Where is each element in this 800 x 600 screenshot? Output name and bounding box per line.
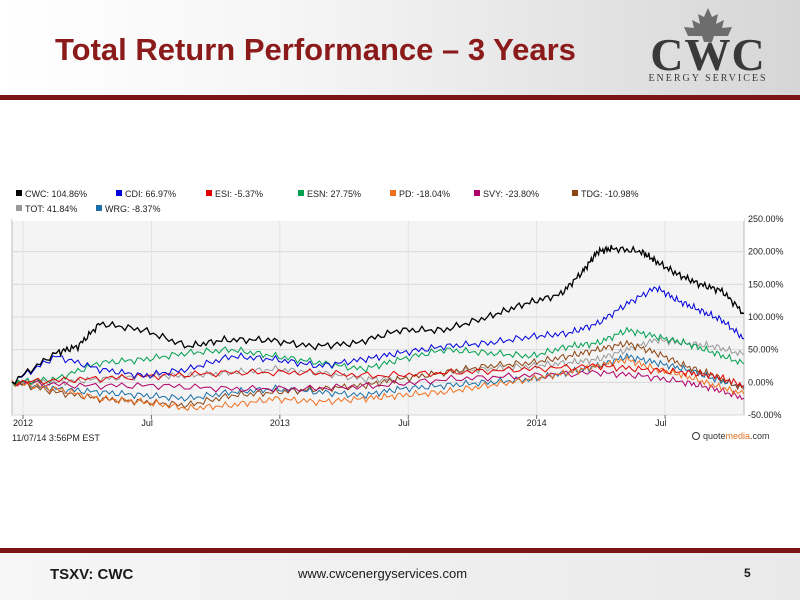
copyright-icon [692, 432, 700, 440]
source-link[interactable]: quotemedia.com [703, 431, 770, 441]
legend-label: PD: -18.04% [399, 189, 450, 199]
legend-swatch [390, 190, 396, 196]
y-tick-label: 200.00% [748, 247, 784, 257]
x-tick-label: 2012 [13, 418, 33, 428]
legend-swatch [16, 190, 22, 196]
y-tick-label: 250.00% [748, 214, 784, 224]
legend-swatch [298, 190, 304, 196]
series-line-svy [11, 369, 745, 401]
legend-label: SVY: -23.80% [483, 189, 539, 199]
y-tick-label: -50.00% [748, 410, 782, 420]
legend-swatch [572, 190, 578, 196]
x-tick-label: 2014 [527, 418, 547, 428]
legend-item-esn[interactable]: ESN: 27.75% [298, 189, 361, 199]
legend-item-cwc[interactable]: CWC: 104.86% [16, 189, 87, 199]
chart-legend: CWC: 104.86% CDI: 66.97% ESI: -5.37% ESN: 2… [16, 189, 639, 214]
series-line-wrg [11, 352, 745, 402]
maple-leaf-icon [684, 8, 732, 42]
legend-label: TDG: -10.98% [581, 189, 639, 199]
legend-item-wrg[interactable]: WRG: -8.37% [96, 204, 161, 214]
legend-label: ESI: -5.37% [215, 189, 263, 199]
y-tick-label: 150.00% [748, 279, 784, 289]
series-line-esi [11, 363, 745, 388]
x-tick-label: 2013 [270, 418, 290, 428]
legend-label: CWC: 104.86% [25, 189, 87, 199]
chart-source: quotemedia.com [692, 431, 770, 441]
series-lines [11, 244, 745, 412]
legend-label: TOT: 41.84% [25, 204, 77, 214]
legend-item-cdi[interactable]: CDI: 66.97% [116, 189, 176, 199]
series-line-cwc [11, 244, 745, 385]
legend-swatch [206, 190, 212, 196]
legend-item-tdg[interactable]: TDG: -10.98% [572, 189, 639, 199]
series-line-cdi [11, 285, 744, 385]
page-number: 5 [744, 566, 751, 580]
legend-item-tot[interactable]: TOT: 41.84% [16, 204, 77, 214]
chart-timestamp: 11/07/14 3:56PM EST [12, 433, 100, 443]
logo-wordmark: CWC [650, 29, 766, 80]
x-tick-label: Jul [398, 418, 410, 428]
ticker-symbol: TSXV: CWC [50, 566, 134, 583]
legend-swatch [474, 190, 480, 196]
gridlines [12, 218, 744, 416]
legend-label: CDI: 66.97% [125, 189, 176, 199]
legend-item-svy[interactable]: SVY: -23.80% [474, 189, 539, 199]
chart-canvas: CWC: 104.86% CDI: 66.97% ESI: -5.37% ESN: 2… [11, 187, 784, 443]
slide-title: Total Return Performance – 3 Years [55, 32, 576, 67]
legend-item-esi[interactable]: ESI: -5.37% [206, 189, 263, 199]
legend-background [12, 187, 744, 221]
series-line-esn [11, 326, 745, 387]
website-url[interactable]: www.cwcenergyservices.com [298, 566, 468, 581]
y-axis: 250.00% 200.00% 150.00% 100.00% 50.00% 0.00% -… [748, 214, 784, 420]
header-divider [0, 95, 800, 100]
performance-chart: CWC: 104.86% CDI: 66.97% ESI: -5.37% ESN: 2… [8, 183, 790, 451]
slide-header [0, 0, 800, 95]
y-tick-label: 50.00% [748, 345, 779, 355]
y-tick-label: 0.00% [748, 377, 774, 387]
legend-label: WRG: -8.37% [105, 204, 161, 214]
legend-swatch [96, 205, 102, 211]
logo-subtitle: ENERGY SERVICES [648, 73, 768, 84]
x-tick-label: Jul [655, 418, 667, 428]
legend-label: ESN: 27.75% [307, 189, 361, 199]
legend-item-pd[interactable]: PD: -18.04% [390, 189, 450, 199]
legend-swatch [116, 190, 122, 196]
slide-footer [0, 553, 800, 600]
x-tick-label: Jul [141, 418, 153, 428]
footer-divider [0, 548, 800, 553]
company-logo: CWC ENERGY SERVICES [632, 6, 784, 88]
legend-swatch [16, 205, 22, 211]
x-axis: 2012 Jul 2013 Jul 2014 Jul [13, 415, 667, 428]
y-tick-label: 100.00% [748, 312, 784, 322]
series-line-pd [11, 355, 745, 412]
